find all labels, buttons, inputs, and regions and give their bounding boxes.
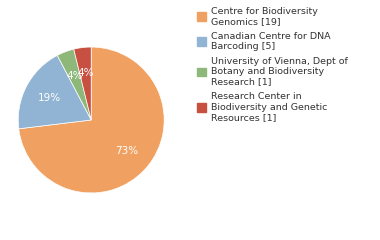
Wedge shape — [19, 47, 164, 193]
Wedge shape — [74, 47, 91, 120]
Text: 19%: 19% — [38, 93, 61, 103]
Legend: Centre for Biodiversity
Genomics [19], Canadian Centre for DNA
Barcoding [5], Un: Centre for Biodiversity Genomics [19], C… — [195, 5, 350, 124]
Text: 4%: 4% — [66, 71, 82, 81]
Wedge shape — [57, 49, 91, 120]
Wedge shape — [18, 55, 91, 129]
Text: 73%: 73% — [115, 146, 138, 156]
Text: 4%: 4% — [77, 68, 94, 78]
